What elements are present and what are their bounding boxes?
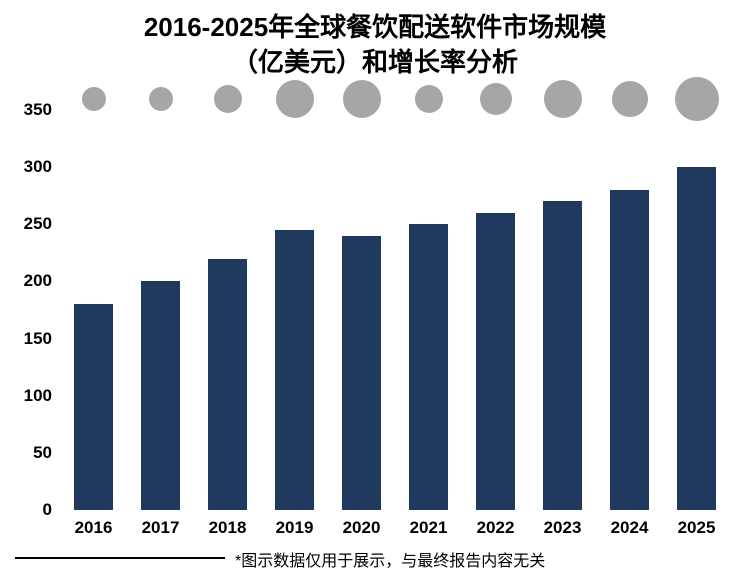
- x-tick-label: 2018: [209, 518, 247, 538]
- bar: [409, 224, 448, 510]
- bar: [476, 213, 515, 510]
- x-tick-label: 2022: [477, 518, 515, 538]
- growth-bubble: [149, 87, 173, 111]
- x-tick-label: 2019: [276, 518, 314, 538]
- growth-bubble: [675, 77, 719, 121]
- growth-bubble: [343, 80, 381, 118]
- x-tick-label: 2024: [611, 518, 649, 538]
- y-tick-label: 100: [24, 386, 52, 406]
- growth-bubble: [415, 85, 443, 113]
- growth-bubble: [544, 80, 582, 118]
- chart-area: 0501001502002503003502016201720182019202…: [60, 110, 730, 510]
- footer-note: *图示数据仅用于展示，与最终报告内容无关: [235, 547, 545, 571]
- x-tick-label: 2023: [544, 518, 582, 538]
- growth-bubble: [612, 81, 648, 117]
- y-tick-label: 50: [33, 443, 52, 463]
- y-tick-label: 300: [24, 157, 52, 177]
- bar: [342, 236, 381, 510]
- chart-title-line1: 2016-2025年全球餐饮配送软件市场规模: [30, 10, 720, 45]
- growth-bubble: [480, 83, 512, 115]
- chart-title: 2016-2025年全球餐饮配送软件市场规模 （亿美元）和增长率分析: [0, 0, 750, 80]
- x-tick-label: 2016: [75, 518, 113, 538]
- growth-bubble: [276, 80, 314, 118]
- y-tick-label: 150: [24, 329, 52, 349]
- bar: [208, 259, 247, 510]
- y-tick-label: 250: [24, 214, 52, 234]
- bar: [275, 230, 314, 510]
- bar: [74, 304, 113, 510]
- bar: [141, 281, 180, 510]
- chart-title-line2: （亿美元）和增长率分析: [30, 45, 720, 80]
- x-tick-label: 2017: [142, 518, 180, 538]
- x-tick-label: 2021: [410, 518, 448, 538]
- bar: [677, 167, 716, 510]
- bar: [610, 190, 649, 510]
- x-tick-label: 2020: [343, 518, 381, 538]
- growth-bubble: [214, 85, 242, 113]
- footer-divider: [15, 557, 225, 559]
- y-tick-label: 200: [24, 271, 52, 291]
- bar: [543, 201, 582, 510]
- growth-bubble: [82, 87, 106, 111]
- y-tick-label: 0: [43, 500, 52, 520]
- y-tick-label: 350: [24, 100, 52, 120]
- x-tick-label: 2025: [678, 518, 716, 538]
- plot-region: 0501001502002503003502016201720182019202…: [60, 110, 730, 510]
